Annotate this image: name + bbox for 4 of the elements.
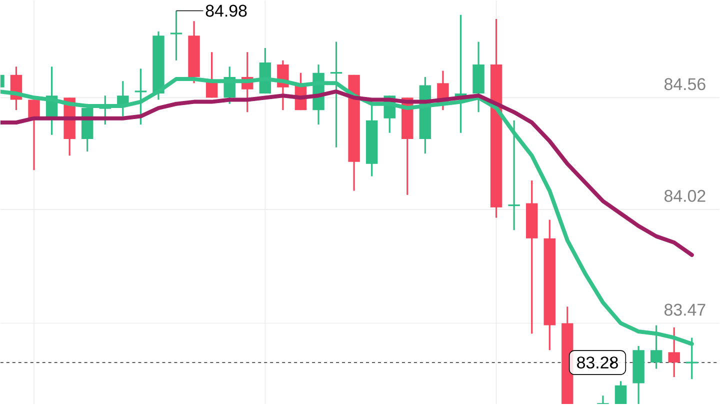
y-tick-label: 83.47 <box>664 304 706 316</box>
y-tick-label: 84.02 <box>664 190 706 202</box>
y-tick-label: 84.56 <box>664 78 706 90</box>
annotation: 84.98 <box>206 4 247 17</box>
